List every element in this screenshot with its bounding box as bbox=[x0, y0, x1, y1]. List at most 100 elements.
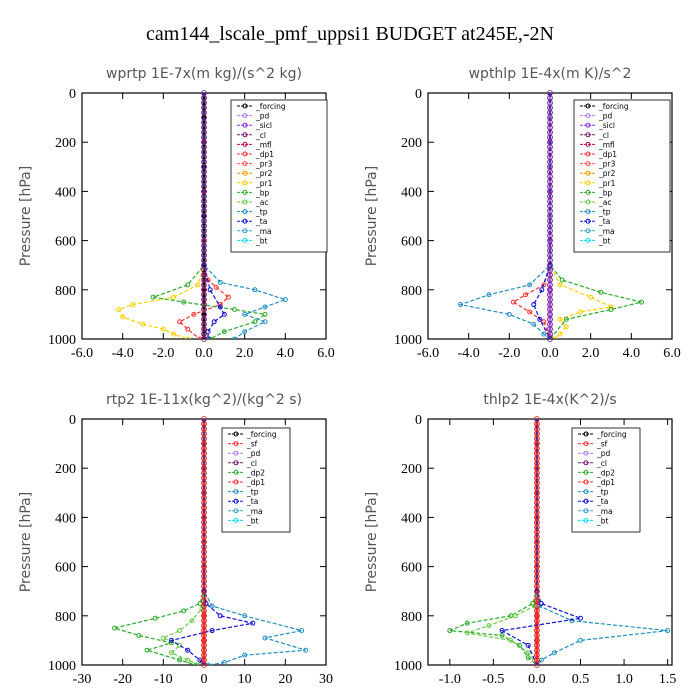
data-point bbox=[177, 628, 183, 634]
legend-entry: _forcing bbox=[255, 102, 286, 111]
legend-entry: _mfl bbox=[598, 140, 615, 149]
data-point bbox=[262, 635, 268, 641]
legend-marker bbox=[585, 180, 591, 186]
data-point bbox=[213, 284, 219, 290]
legend-entry: _cl bbox=[598, 131, 609, 140]
data-point bbox=[242, 613, 248, 619]
y-axis-label: Pressure [hPa] bbox=[18, 166, 34, 266]
legend-marker bbox=[583, 517, 589, 523]
data-point bbox=[506, 311, 512, 317]
data-point bbox=[181, 608, 187, 614]
data-point bbox=[205, 329, 211, 335]
legend-box bbox=[571, 427, 641, 533]
y-tick-label: 200 bbox=[55, 462, 76, 477]
data-point bbox=[547, 262, 553, 268]
data-point bbox=[205, 336, 211, 339]
legend-entry: _ta bbox=[596, 497, 608, 506]
data-point bbox=[527, 309, 533, 315]
data-point bbox=[547, 287, 553, 293]
legend-entry: _ac bbox=[255, 198, 268, 207]
y-axis-label: Pressure [hPa] bbox=[18, 492, 34, 592]
series-line-tp bbox=[203, 419, 306, 665]
x-tick-label: 4.0 bbox=[623, 346, 641, 361]
legend-marker bbox=[242, 122, 248, 128]
y-tick-label: 600 bbox=[401, 235, 422, 250]
data-point bbox=[578, 309, 583, 315]
series-line-pr1 bbox=[549, 93, 613, 339]
legend-marker bbox=[585, 161, 591, 167]
data-point bbox=[608, 306, 614, 312]
chart-panel-4: thlp2 1E-4x(K^2)/s Pressure [hPa] 0 200 400 6… bbox=[364, 392, 676, 687]
data-point bbox=[201, 662, 207, 665]
data-point bbox=[608, 304, 614, 310]
data-point bbox=[201, 613, 207, 619]
legend-marker bbox=[583, 508, 589, 514]
x-tick-label: 30 bbox=[319, 672, 333, 687]
data-point bbox=[112, 625, 118, 631]
legend-marker bbox=[583, 489, 589, 495]
data-point bbox=[185, 657, 191, 663]
data-point bbox=[242, 329, 248, 335]
legend-marker bbox=[585, 199, 591, 205]
data-point bbox=[185, 647, 191, 653]
data-point bbox=[262, 319, 268, 325]
data-point bbox=[252, 319, 258, 325]
y-tick-label: 1000 bbox=[394, 333, 422, 348]
data-point bbox=[534, 637, 540, 643]
series-line-ta bbox=[500, 419, 583, 665]
data-point bbox=[563, 316, 569, 322]
x-tick-label: -1.0 bbox=[439, 672, 461, 687]
series-line-dp2 bbox=[449, 419, 538, 665]
legend-marker bbox=[242, 218, 248, 224]
data-point bbox=[551, 650, 557, 656]
legend-marker bbox=[583, 460, 589, 466]
series-line-ta bbox=[533, 93, 551, 339]
data-point bbox=[541, 319, 547, 325]
data-point bbox=[464, 620, 470, 626]
data-point bbox=[116, 306, 122, 312]
legend-entry: _dp2 bbox=[246, 468, 265, 477]
y-tick-label: 200 bbox=[55, 136, 76, 151]
x-tick-label: -30 bbox=[73, 672, 92, 687]
legend-entry: _ta bbox=[246, 497, 258, 506]
legend-marker bbox=[242, 228, 248, 234]
legend-marker bbox=[233, 517, 239, 523]
figure-title: cam144_lscale_pmf_uppsi1 BUDGET at245E,-… bbox=[146, 23, 554, 45]
panel-title: wpthlp 1E-4x(m K)/s^2 bbox=[469, 66, 632, 82]
data-point bbox=[557, 316, 563, 322]
legend-entry: _forcing bbox=[246, 430, 277, 439]
data-point bbox=[665, 628, 671, 634]
data-point bbox=[541, 331, 547, 337]
legend-entry: _ma bbox=[246, 507, 263, 516]
data-point bbox=[252, 287, 258, 293]
x-tick-label: 6.0 bbox=[317, 346, 335, 361]
data-point bbox=[171, 294, 176, 300]
legend-marker bbox=[242, 151, 248, 157]
data-point bbox=[525, 655, 531, 661]
legend-entry: _bt bbox=[596, 516, 609, 525]
data-point bbox=[499, 628, 505, 634]
legend-entry: _sicl bbox=[598, 121, 615, 130]
series-line-ta bbox=[203, 93, 226, 339]
series-line-dp1 bbox=[161, 419, 205, 665]
data-point bbox=[191, 311, 197, 317]
data-point bbox=[221, 660, 227, 665]
legend-marker bbox=[233, 489, 239, 495]
y-tick-label: 400 bbox=[55, 185, 76, 200]
legend-marker bbox=[233, 450, 239, 456]
legend-marker bbox=[233, 498, 239, 504]
data-point bbox=[598, 289, 604, 295]
data-point bbox=[303, 647, 309, 653]
zero-marker bbox=[201, 662, 207, 668]
x-tick-label: 4.0 bbox=[277, 346, 295, 361]
legend-marker bbox=[233, 431, 239, 437]
legend-marker bbox=[583, 498, 589, 504]
data-point bbox=[185, 326, 191, 332]
zero-marker bbox=[534, 662, 540, 668]
data-point bbox=[201, 588, 207, 594]
data-point bbox=[242, 311, 248, 317]
data-point bbox=[205, 662, 211, 665]
data-point bbox=[464, 630, 470, 636]
x-tick-label: 2.0 bbox=[236, 346, 254, 361]
legend-entry: _ac bbox=[598, 198, 611, 207]
